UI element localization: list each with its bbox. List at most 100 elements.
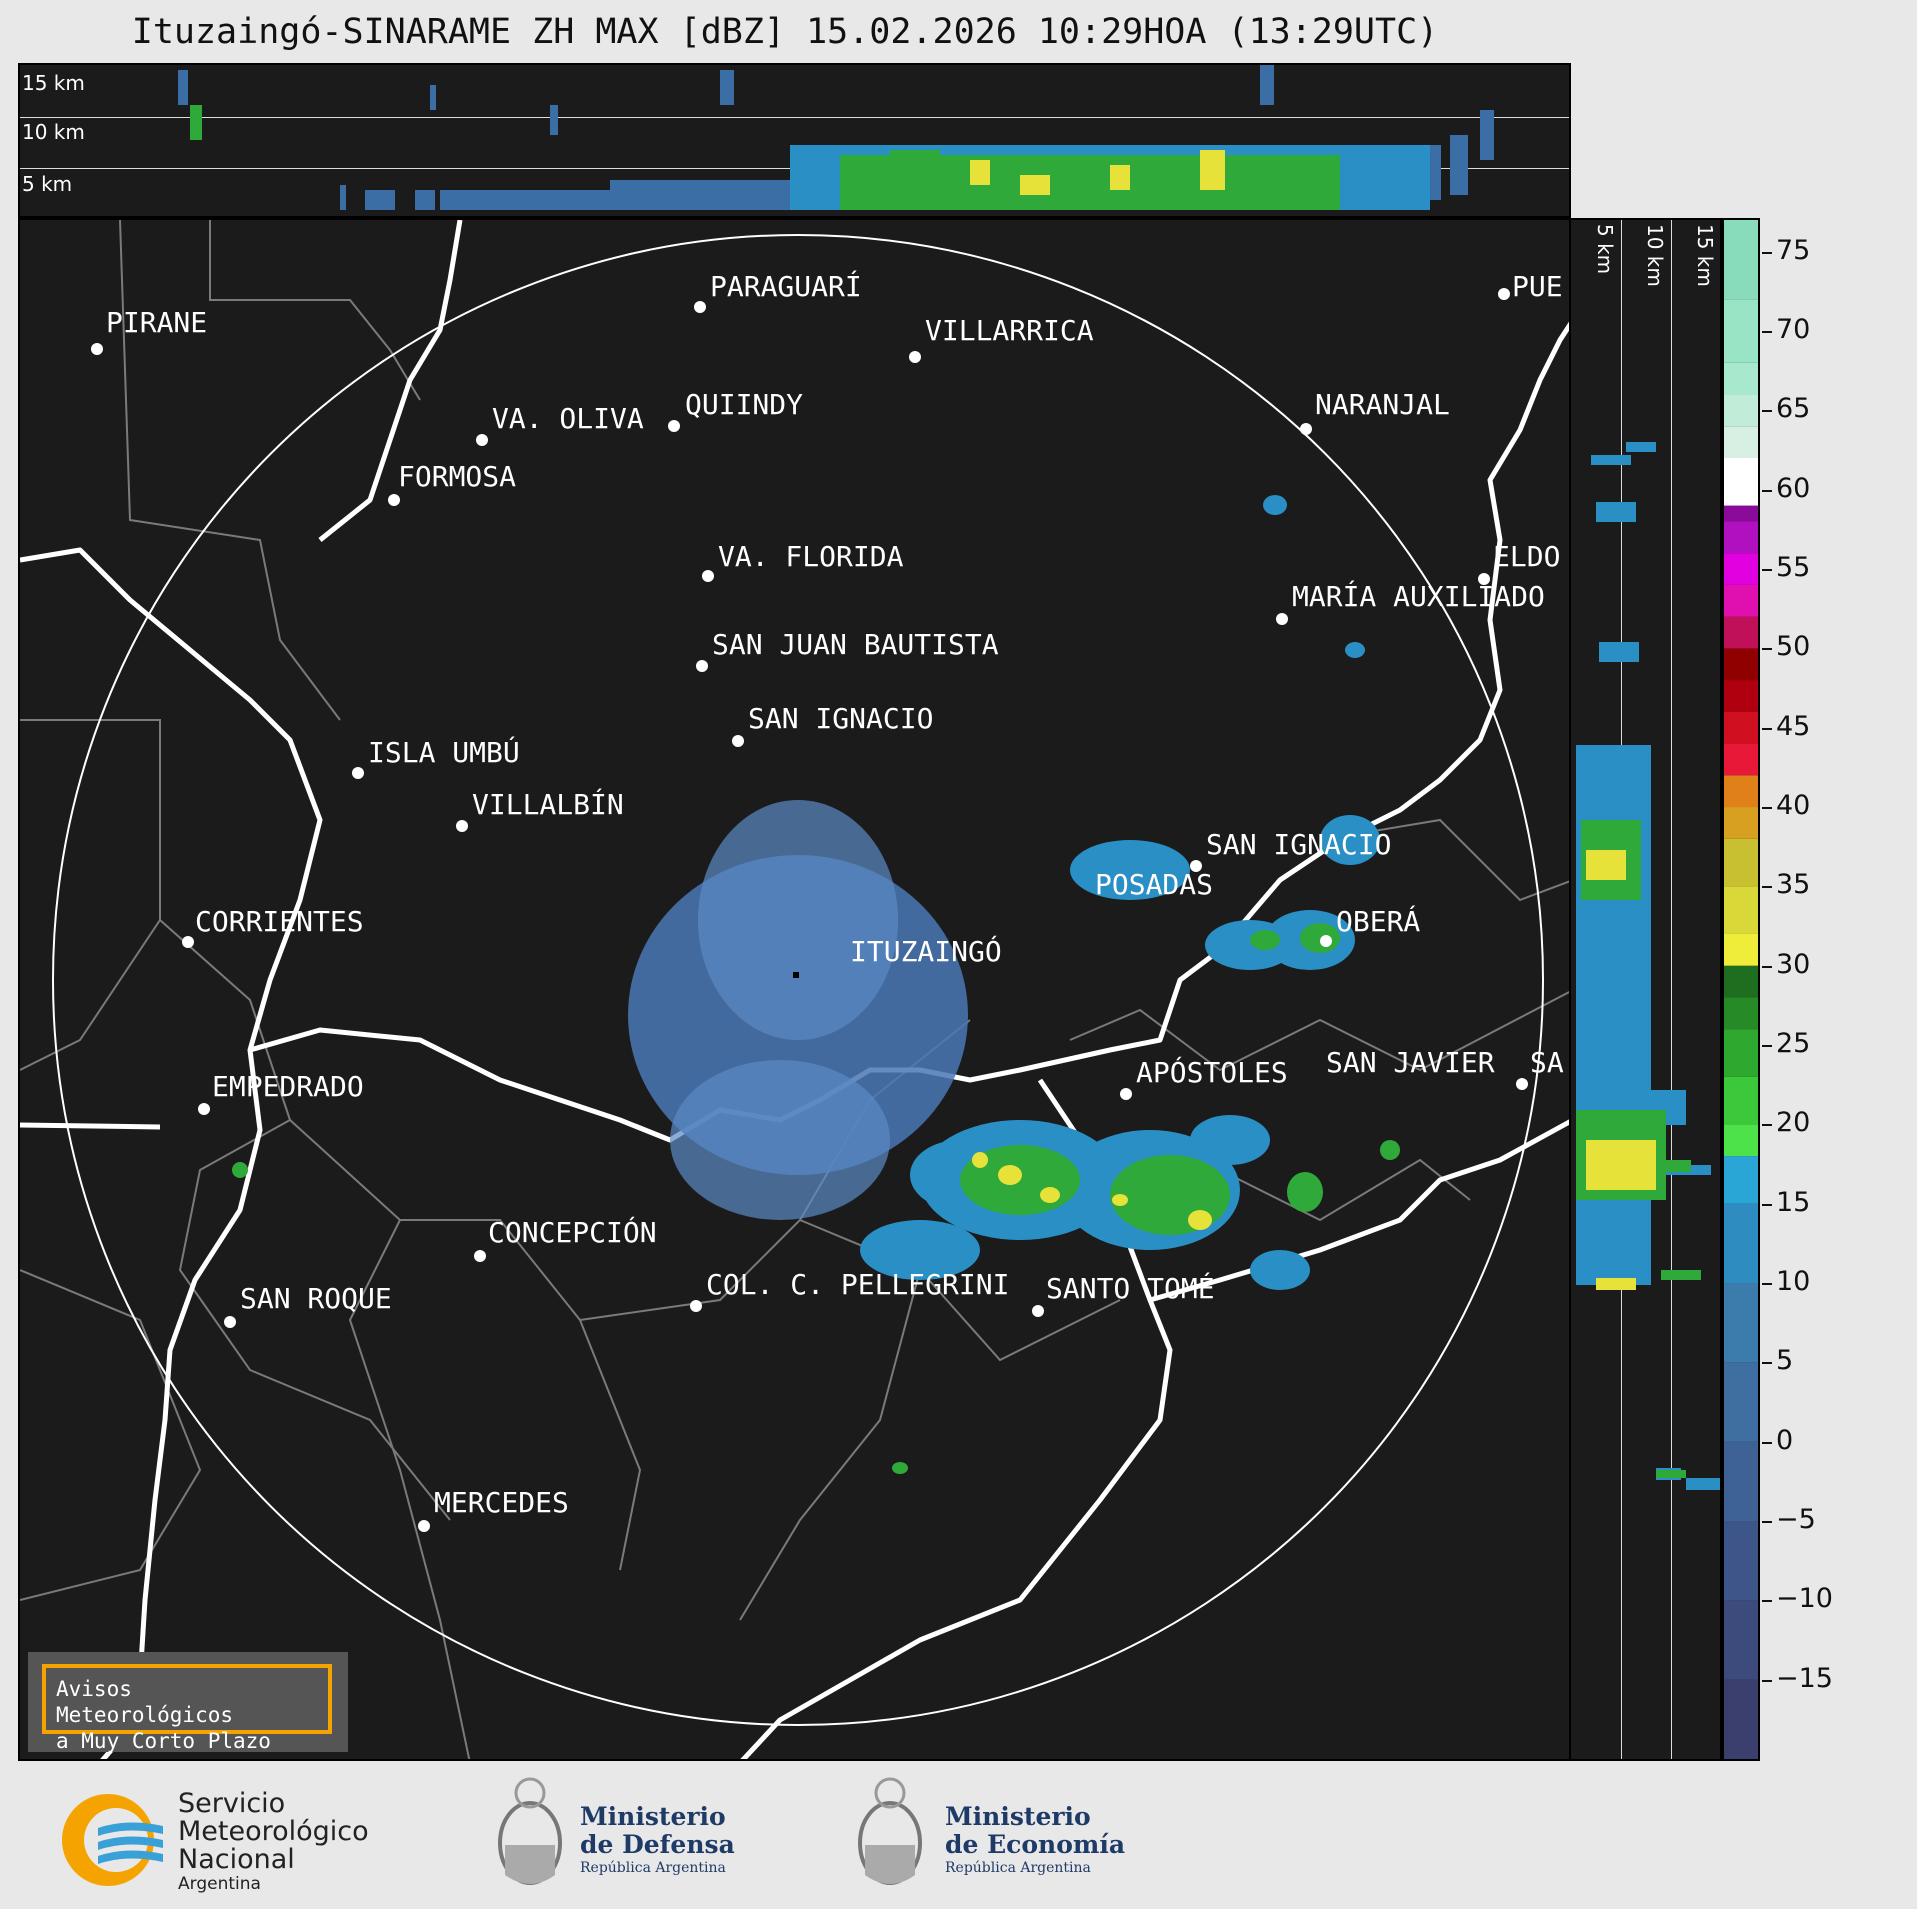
city-marker <box>182 936 194 948</box>
colorbar-tick <box>1762 410 1772 413</box>
city-label-villarrica: VILLARRICA <box>925 314 1094 347</box>
city-marker <box>668 420 680 432</box>
city-marker <box>388 494 400 506</box>
city-label-villalbin: VILLALBÍN <box>472 788 624 821</box>
city-marker <box>91 343 103 355</box>
city-label-pirane: PIRANE <box>106 306 208 339</box>
colorbar-tick <box>1762 1362 1772 1365</box>
colorbar-band <box>1724 616 1758 649</box>
radar-map[interactable]: PIRANE PARAGUARÍ VILLARRICA QUIINDY VA. … <box>18 218 1571 1761</box>
city-label-san-roque: SAN ROQUE <box>240 1282 392 1315</box>
defensa-logo-text: Ministerio de Defensa República Argentin… <box>580 1802 735 1877</box>
colorbar-tick-label: −10 <box>1776 1583 1833 1615</box>
colorbar-tick-label: 30 <box>1776 948 1811 980</box>
city-marker <box>1120 1088 1132 1100</box>
city-marker <box>694 301 706 313</box>
colorbar-tick-label: 25 <box>1776 1028 1811 1060</box>
smn-logo-text: Servicio Meteorológico Nacional Argentin… <box>178 1788 369 1895</box>
smn-logo-icon <box>62 1794 163 1886</box>
colorbar-tick-label: −15 <box>1776 1662 1833 1694</box>
height-label-10km: 10 km <box>22 120 85 144</box>
colorbar-band <box>1724 1679 1758 1759</box>
colorbar-tick-label: 5 <box>1776 1345 1794 1377</box>
height-line-10km-v <box>1671 220 1672 1759</box>
city-label-posadas: POSADAS <box>1095 868 1214 901</box>
city-label-san-ignacio-ar: SAN IGNACIO <box>1206 828 1392 861</box>
reflectivity-colorbar <box>1722 218 1760 1761</box>
colorbar-tick-label: 50 <box>1776 631 1811 663</box>
city-marker <box>1320 935 1332 947</box>
side-label-10km: 10 km <box>1643 224 1667 287</box>
city-label-isla-umbu: ISLA UMBÚ <box>368 736 520 769</box>
colorbar-tick <box>1762 1679 1772 1682</box>
side-label-5km: 5 km <box>1593 224 1617 275</box>
city-marker <box>1276 613 1288 625</box>
colorbar-band <box>1724 775 1758 808</box>
city-label-pue: PUE <box>1512 270 1563 303</box>
colorbar-gradient <box>1724 220 1758 1759</box>
city-marker <box>1478 573 1490 585</box>
city-label-sa: SA <box>1530 1046 1564 1079</box>
smn-logo: Servicio Meteorológico Nacional Argentin… <box>58 1790 388 1894</box>
city-marker <box>456 820 468 832</box>
colorbar-band <box>1724 807 1758 839</box>
city-label-quiindy: QUIINDY <box>685 388 804 421</box>
colorbar-tick <box>1762 727 1772 730</box>
city-marker <box>1516 1078 1528 1090</box>
colorbar-tick <box>1762 489 1772 492</box>
coat-of-arms-icon <box>858 1777 922 1885</box>
city-label-naranjal: NARANJAL <box>1315 388 1450 421</box>
colorbar-tick-label: 20 <box>1776 1107 1811 1139</box>
colorbar-band <box>1724 362 1758 395</box>
warning-line-1: Avisos Meteorológicos <box>56 1677 234 1727</box>
city-label-san-javier: SAN JAVIER <box>1326 1046 1495 1079</box>
colorbar-band <box>1724 886 1758 934</box>
colorbar-tick-label: 65 <box>1776 393 1811 425</box>
colorbar-tick <box>1762 331 1772 334</box>
coat-of-arms-icon <box>498 1777 562 1885</box>
colorbar-tick-label: 60 <box>1776 472 1811 504</box>
side-profile-echoes <box>1576 442 1720 1490</box>
colorbar-tick-label: 10 <box>1776 1266 1811 1298</box>
colorbar-tick-label: 40 <box>1776 790 1811 822</box>
colorbar-tick <box>1762 1521 1772 1523</box>
economia-logo: Ministerio de Economía República Argenti… <box>855 1775 1135 1900</box>
colorbar-band <box>1724 743 1758 776</box>
colorbar-band <box>1724 1441 1758 1522</box>
colorbar-tick-label: 0 <box>1776 1424 1794 1456</box>
colorbar-band <box>1724 584 1758 617</box>
colorbar-tick-label: 35 <box>1776 869 1811 901</box>
colorbar-tick-label: 75 <box>1776 234 1811 266</box>
height-profile-top: 15 km 10 km 5 km <box>18 63 1571 218</box>
colorbar-band <box>1724 648 1758 681</box>
city-label-santo-tome: SANTO TOMÉ <box>1046 1272 1215 1305</box>
city-marker <box>1300 423 1312 435</box>
colorbar-band <box>1724 1600 1758 1680</box>
city-label-san-ignacio-py: SAN IGNACIO <box>748 702 934 735</box>
city-marker <box>198 1103 210 1115</box>
colorbar-band <box>1724 1076 1758 1125</box>
warning-link[interactable]: Avisos Meteorológicos a Muy Corto Plazo <box>42 1664 332 1753</box>
colorbar-tick-label: −5 <box>1776 1504 1816 1535</box>
warning-box[interactable]: Avisos Meteorológicos a Muy Corto Plazo <box>28 1652 348 1753</box>
height-profile-side: 5 km 10 km 15 km <box>1569 218 1722 1761</box>
colorbar-band <box>1724 521 1758 554</box>
city-marker <box>696 660 708 672</box>
colorbar-tick <box>1762 648 1772 651</box>
colorbar-tick <box>1762 1045 1772 1048</box>
colorbar-band <box>1724 680 1758 712</box>
city-marker <box>702 570 714 582</box>
city-marker <box>224 1316 236 1328</box>
city-label-ituzaingo: ITUZAINGÓ <box>850 935 1002 968</box>
colorbar-band <box>1724 553 1758 585</box>
colorbar-band <box>1724 457 1758 506</box>
colorbar-band <box>1724 1203 1758 1284</box>
warning-line-2: a Muy Corto Plazo <box>56 1729 271 1753</box>
height-line-10km <box>20 117 1569 118</box>
radar-site-marker <box>793 972 799 978</box>
height-label-5km: 5 km <box>22 172 73 196</box>
colorbar-band <box>1724 711 1758 744</box>
economia-logo-text: Ministerio de Economía República Argenti… <box>945 1802 1126 1877</box>
city-marker <box>476 434 488 446</box>
city-label-paraguari: PARAGUARÍ <box>710 270 862 303</box>
